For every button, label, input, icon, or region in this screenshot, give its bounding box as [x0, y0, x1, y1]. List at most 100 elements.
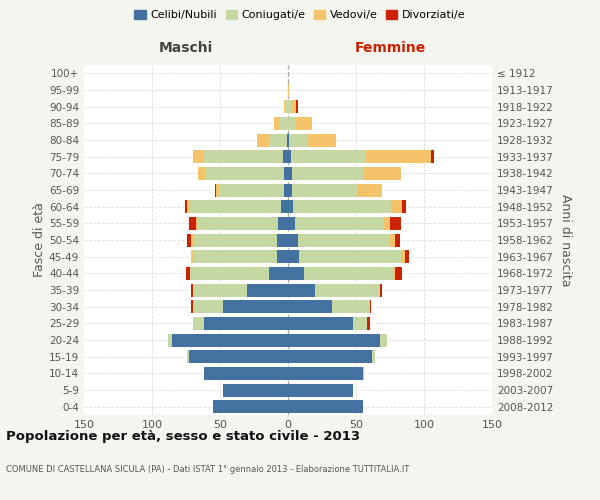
Bar [332, 300, 370, 313]
Bar [191, 284, 193, 296]
Bar [205, 167, 284, 180]
Bar [191, 250, 193, 263]
Bar [288, 150, 291, 163]
Bar [278, 217, 288, 230]
Bar [288, 84, 289, 96]
Bar [193, 317, 203, 330]
Bar [288, 167, 292, 180]
Bar [390, 234, 395, 246]
Bar [193, 284, 247, 296]
Text: COMUNE DI CASTELLANA SICULA (PA) - Dati ISTAT 1° gennaio 2013 - Elaborazione TUT: COMUNE DI CASTELLANA SICULA (PA) - Dati … [6, 465, 409, 474]
Bar [405, 250, 409, 263]
Bar [288, 200, 293, 213]
Bar [269, 267, 288, 280]
Bar [203, 150, 283, 163]
Bar [401, 250, 405, 263]
Bar [271, 134, 287, 146]
Bar [288, 184, 292, 196]
Bar [284, 100, 285, 113]
Bar [358, 184, 382, 196]
Bar [169, 334, 172, 346]
Bar [363, 367, 364, 380]
Bar [393, 267, 395, 280]
Bar [296, 100, 298, 113]
Bar [193, 300, 223, 313]
Bar [277, 250, 288, 263]
Bar [196, 217, 197, 230]
Bar [186, 267, 190, 280]
Bar [298, 234, 390, 246]
Bar [191, 300, 193, 313]
Bar [189, 350, 288, 363]
Text: Maschi: Maschi [159, 41, 213, 55]
Bar [284, 184, 288, 196]
Bar [291, 150, 365, 163]
Bar [283, 150, 288, 163]
Bar [193, 250, 277, 263]
Bar [198, 167, 205, 180]
Legend: Celibi/Nubili, Coniugati/e, Vedovi/e, Divorziati/e: Celibi/Nubili, Coniugati/e, Vedovi/e, Di… [130, 6, 470, 25]
Bar [189, 217, 196, 230]
Bar [203, 317, 288, 330]
Bar [191, 234, 193, 246]
Bar [308, 134, 335, 146]
Bar [380, 284, 382, 296]
Bar [197, 217, 278, 230]
Bar [247, 284, 288, 296]
Bar [288, 300, 332, 313]
Bar [223, 384, 288, 396]
Bar [395, 267, 402, 280]
Bar [185, 200, 187, 213]
Bar [370, 300, 371, 313]
Bar [292, 167, 363, 180]
Bar [295, 217, 383, 230]
Bar [223, 300, 288, 313]
Bar [187, 200, 189, 213]
Bar [288, 400, 363, 413]
Bar [257, 134, 271, 146]
Bar [383, 217, 390, 230]
Bar [287, 134, 288, 146]
Bar [288, 117, 296, 130]
Bar [353, 317, 367, 330]
Bar [288, 317, 353, 330]
Bar [402, 200, 406, 213]
Bar [285, 100, 288, 113]
Bar [189, 200, 281, 213]
Bar [288, 334, 380, 346]
Bar [215, 184, 216, 196]
Bar [288, 367, 363, 380]
Bar [391, 200, 402, 213]
Bar [218, 184, 284, 196]
Bar [380, 334, 387, 346]
Bar [299, 250, 401, 263]
Text: Femmine: Femmine [355, 41, 425, 55]
Bar [367, 317, 370, 330]
Bar [395, 234, 400, 246]
Bar [288, 250, 299, 263]
Bar [431, 150, 434, 163]
Bar [288, 350, 373, 363]
Bar [365, 150, 431, 163]
Bar [288, 284, 315, 296]
Bar [373, 350, 375, 363]
Bar [284, 167, 288, 180]
Bar [288, 234, 298, 246]
Bar [315, 284, 380, 296]
Y-axis label: Anni di nascita: Anni di nascita [559, 194, 572, 286]
Bar [281, 200, 288, 213]
Text: Popolazione per età, sesso e stato civile - 2013: Popolazione per età, sesso e stato civil… [6, 430, 360, 443]
Bar [203, 367, 288, 380]
Bar [288, 267, 304, 280]
Bar [296, 117, 313, 130]
Bar [216, 184, 218, 196]
Bar [193, 234, 277, 246]
Bar [288, 134, 289, 146]
Bar [289, 134, 308, 146]
Bar [190, 267, 269, 280]
Bar [304, 267, 393, 280]
Bar [390, 217, 401, 230]
Bar [292, 184, 358, 196]
Bar [187, 234, 191, 246]
Bar [187, 350, 189, 363]
